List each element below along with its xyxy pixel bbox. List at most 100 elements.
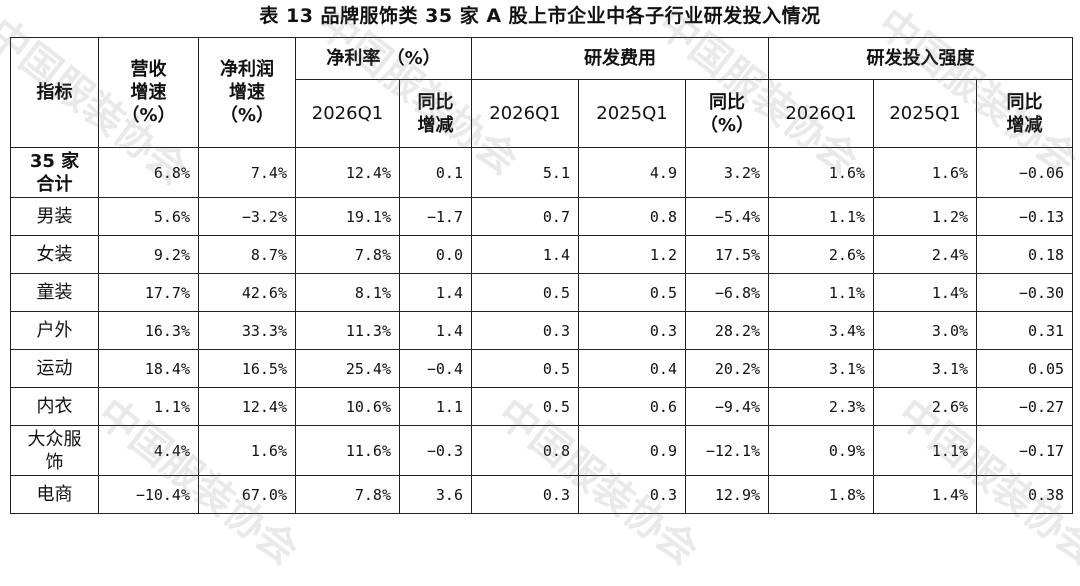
table-cell: 0.3 xyxy=(471,475,579,514)
header-profit-growth: 净利润 增速 （%） xyxy=(198,37,296,148)
table-cell: 67.0% xyxy=(198,475,296,514)
table-cell: 3.6 xyxy=(399,475,472,514)
table-cell: −6.8% xyxy=(684,273,770,312)
table-cell: 16.5% xyxy=(198,349,296,388)
rd-investment-table: 指标 营收 增速 （%） 净利润 增速 （%） 净利率 （%） 研发费用 研发投… xyxy=(10,37,1074,514)
table-cell: 0.8 xyxy=(471,425,579,476)
table-cell: 7.4% xyxy=(198,147,296,198)
table-cell: 1.8% xyxy=(768,475,875,514)
subheader-rd-2026q1: 2026Q1 xyxy=(471,79,579,148)
header-revenue-growth: 营收 增速 （%） xyxy=(98,37,199,148)
table-cell: 0.5 xyxy=(578,273,686,312)
header-rd-intensity: 研发投入强度 xyxy=(768,37,1074,80)
table-cell: 18.4% xyxy=(98,349,199,388)
table-cell: 20.2% xyxy=(684,349,770,388)
table-cell: 0.8 xyxy=(578,197,686,236)
table-cell: 7.8% xyxy=(295,475,400,514)
table-cell: 17.5% xyxy=(684,235,770,274)
subheader-margin-2026q1: 2026Q1 xyxy=(295,79,400,148)
table-row: 运动 18.4% 16.5% 25.4% −0.4 0.5 0.4 20.2% 3.1% 3.1%… xyxy=(10,349,1074,388)
table-cell: 5.6% xyxy=(98,197,199,236)
table-cell: 12.4% xyxy=(295,147,400,198)
subheader-rd-2025q1: 2025Q1 xyxy=(578,79,686,148)
table-cell: 11.3% xyxy=(295,311,400,350)
row-label: 大众服 饰 xyxy=(10,425,99,476)
row-label: 电商 xyxy=(10,475,99,514)
table-cell: 1.4 xyxy=(399,311,472,350)
table-cell: 9.2% xyxy=(98,235,199,274)
table-cell: 16.3% xyxy=(98,311,199,350)
header-net-margin: 净利率 （%） xyxy=(295,37,472,80)
subheader-intensity-2026q1: 2026Q1 xyxy=(768,79,875,148)
table-cell: −5.4% xyxy=(684,197,770,236)
row-label: 男装 xyxy=(10,197,99,236)
row-label: 童装 xyxy=(10,273,99,312)
table-cell: 0.31 xyxy=(976,311,1074,350)
table-row: 35 家 合计 6.8% 7.4% 12.4% 0.1 5.1 4.9 3.2% 1.6% 1.6… xyxy=(10,147,1074,198)
table-cell: 1.6% xyxy=(873,147,978,198)
table-cell: 3.4% xyxy=(768,311,875,350)
table-cell: 2.3% xyxy=(768,387,875,426)
table-cell: 19.1% xyxy=(295,197,400,236)
table-cell: 1.1 xyxy=(399,387,472,426)
table-cell: 7.8% xyxy=(295,235,400,274)
table-row: 内衣 1.1% 12.4% 10.6% 1.1 0.5 0.6 −9.4% 2.3% 2.6% −0… xyxy=(10,387,1074,426)
table-cell: 33.3% xyxy=(198,311,296,350)
table-cell: 0.5 xyxy=(471,273,579,312)
table-cell: 3.1% xyxy=(873,349,978,388)
table-row: 电商 −10.4% 67.0% 7.8% 3.6 0.3 0.3 12.9% 1.8% 1.4% 0… xyxy=(10,475,1074,514)
table-cell: 0.3 xyxy=(471,311,579,350)
table-cell: 0.3 xyxy=(578,311,686,350)
table-row: 户外 16.3% 33.3% 11.3% 1.4 0.3 0.3 28.2% 3.4% 3.0% 0… xyxy=(10,311,1074,350)
table-cell: 25.4% xyxy=(295,349,400,388)
table-cell: 3.0% xyxy=(873,311,978,350)
table-cell: 28.2% xyxy=(684,311,770,350)
subheader-rd-yoy: 同比 （%） xyxy=(684,79,770,148)
table-cell: 4.4% xyxy=(98,425,199,476)
table-cell: 1.4% xyxy=(873,273,978,312)
table-cell: 0.5 xyxy=(471,349,579,388)
table-cell: 0.7 xyxy=(471,197,579,236)
table-cell: 1.1% xyxy=(768,197,875,236)
header-rd-expense: 研发费用 xyxy=(470,37,770,80)
table-cell: 3.2% xyxy=(684,147,770,198)
table-cell: 0.1 xyxy=(399,147,472,198)
table-cell: 11.6% xyxy=(295,425,400,476)
table-cell: 0.38 xyxy=(976,475,1074,514)
table-title: 表 13 品牌服饰类 35 家 A 股上市企业中各子行业研发投入情况 xyxy=(259,5,821,27)
table-cell: −3.2% xyxy=(198,197,296,236)
table-cell: 0.5 xyxy=(471,387,579,426)
table-cell: 17.7% xyxy=(98,273,199,312)
table-row: 童装 17.7% 42.6% 8.1% 1.4 0.5 0.5 −6.8% 1.1% 1.4% −0… xyxy=(10,273,1074,312)
table-cell: 0.18 xyxy=(976,235,1074,274)
table-cell: 5.1 xyxy=(471,147,579,198)
table-cell: 0.9 xyxy=(578,425,686,476)
table-cell: 2.6% xyxy=(768,235,875,274)
table-row: 男装 5.6% −3.2% 19.1% −1.7 0.7 0.8 −5.4% 1.1% 1.2% −… xyxy=(10,197,1074,236)
table-cell: 1.6% xyxy=(198,425,296,476)
table-cell: −0.30 xyxy=(976,273,1074,312)
table-cell: 1.4 xyxy=(399,273,472,312)
table-cell: 1.2% xyxy=(873,197,978,236)
table-cell: 2.4% xyxy=(873,235,978,274)
table-cell: 10.6% xyxy=(295,387,400,426)
row-label: 户外 xyxy=(10,311,99,350)
table-cell: 4.9 xyxy=(578,147,686,198)
table-cell: 0.05 xyxy=(976,349,1074,388)
table-cell: 1.4 xyxy=(471,235,579,274)
table-cell: 12.9% xyxy=(684,475,770,514)
table-cell: 1.1% xyxy=(98,387,199,426)
table-row: 女装 9.2% 8.7% 7.8% 0.0 1.4 1.2 17.5% 2.6% 2.4% 0.18 xyxy=(10,235,1074,274)
table-cell: −0.13 xyxy=(976,197,1074,236)
table-cell: 42.6% xyxy=(198,273,296,312)
subheader-margin-yoy: 同比 增减 xyxy=(399,79,472,148)
table-cell: −0.17 xyxy=(976,425,1074,476)
table-cell: 1.2 xyxy=(578,235,686,274)
row-label: 女装 xyxy=(10,235,99,274)
row-label: 35 家 合计 xyxy=(10,147,99,198)
table-cell: 12.4% xyxy=(198,387,296,426)
table-cell: 6.8% xyxy=(98,147,199,198)
table-body: 35 家 合计 6.8% 7.4% 12.4% 0.1 5.1 4.9 3.2% 1.6% 1.6… xyxy=(10,147,1074,514)
table-cell: −1.7 xyxy=(399,197,472,236)
table-cell: 8.7% xyxy=(198,235,296,274)
